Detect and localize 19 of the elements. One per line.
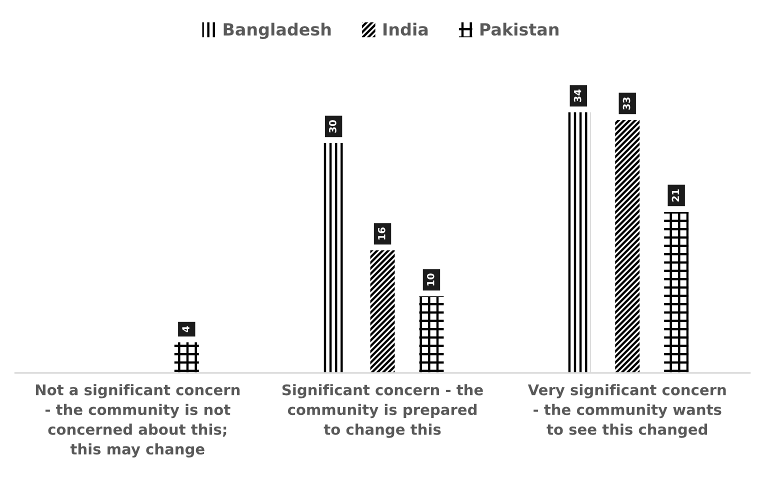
data-label: 10 xyxy=(426,274,434,286)
data-label: 4 xyxy=(182,326,190,332)
data-label: 21 xyxy=(672,189,680,202)
legend-label: Pakistan xyxy=(480,22,558,36)
bar xyxy=(615,120,640,373)
bar xyxy=(419,296,444,373)
data-label: 34 xyxy=(574,89,582,102)
data-label: 30 xyxy=(329,120,336,133)
data-label: 33 xyxy=(622,97,630,110)
legend-label: Bangladesh xyxy=(224,22,331,40)
bar xyxy=(566,112,591,373)
data-label: 16 xyxy=(378,228,386,240)
bar xyxy=(370,250,395,373)
x-tick-label: Not a significant concern - the community is not concerned about this; this may change xyxy=(36,384,240,458)
bar xyxy=(174,342,199,373)
bar xyxy=(664,212,689,373)
x-tick-label: Significant concern - the community is prepared to change this xyxy=(282,384,483,438)
x-tick-label: Very significant concern - the community wants to see this changed xyxy=(528,384,726,438)
legend-label: India xyxy=(384,22,428,36)
